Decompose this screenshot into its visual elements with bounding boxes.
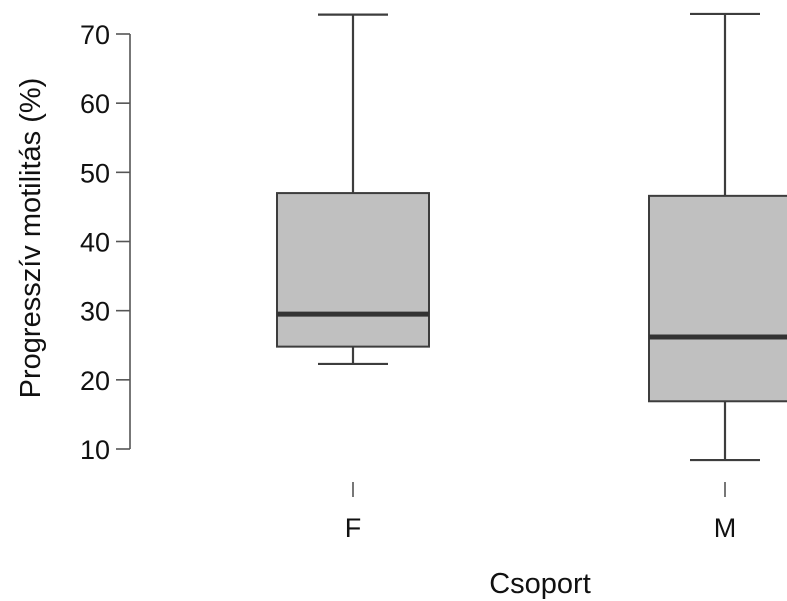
iqr-box (276, 192, 430, 348)
y-tick-label: 50 (80, 158, 110, 188)
y-tick-label: 10 (80, 435, 110, 465)
y-tick-label: 20 (80, 366, 110, 396)
iqr-box (648, 194, 787, 403)
y-tick-label: 30 (80, 297, 110, 327)
x-axis-title: Csoport (489, 568, 591, 600)
x-tick-label-m: M (714, 513, 737, 543)
x-tick-label-f: F (345, 513, 362, 543)
y-axis: 10 20 30 40 50 60 70 (80, 20, 131, 465)
y-tick-label: 60 (80, 89, 110, 119)
y-tick-label: 40 (80, 228, 110, 258)
box-f (276, 13, 430, 366)
y-tick-label: 70 (80, 20, 110, 50)
box-series (276, 12, 787, 462)
y-axis-title: Progresszív motilitás (%) (15, 78, 47, 399)
box-m (648, 12, 787, 462)
